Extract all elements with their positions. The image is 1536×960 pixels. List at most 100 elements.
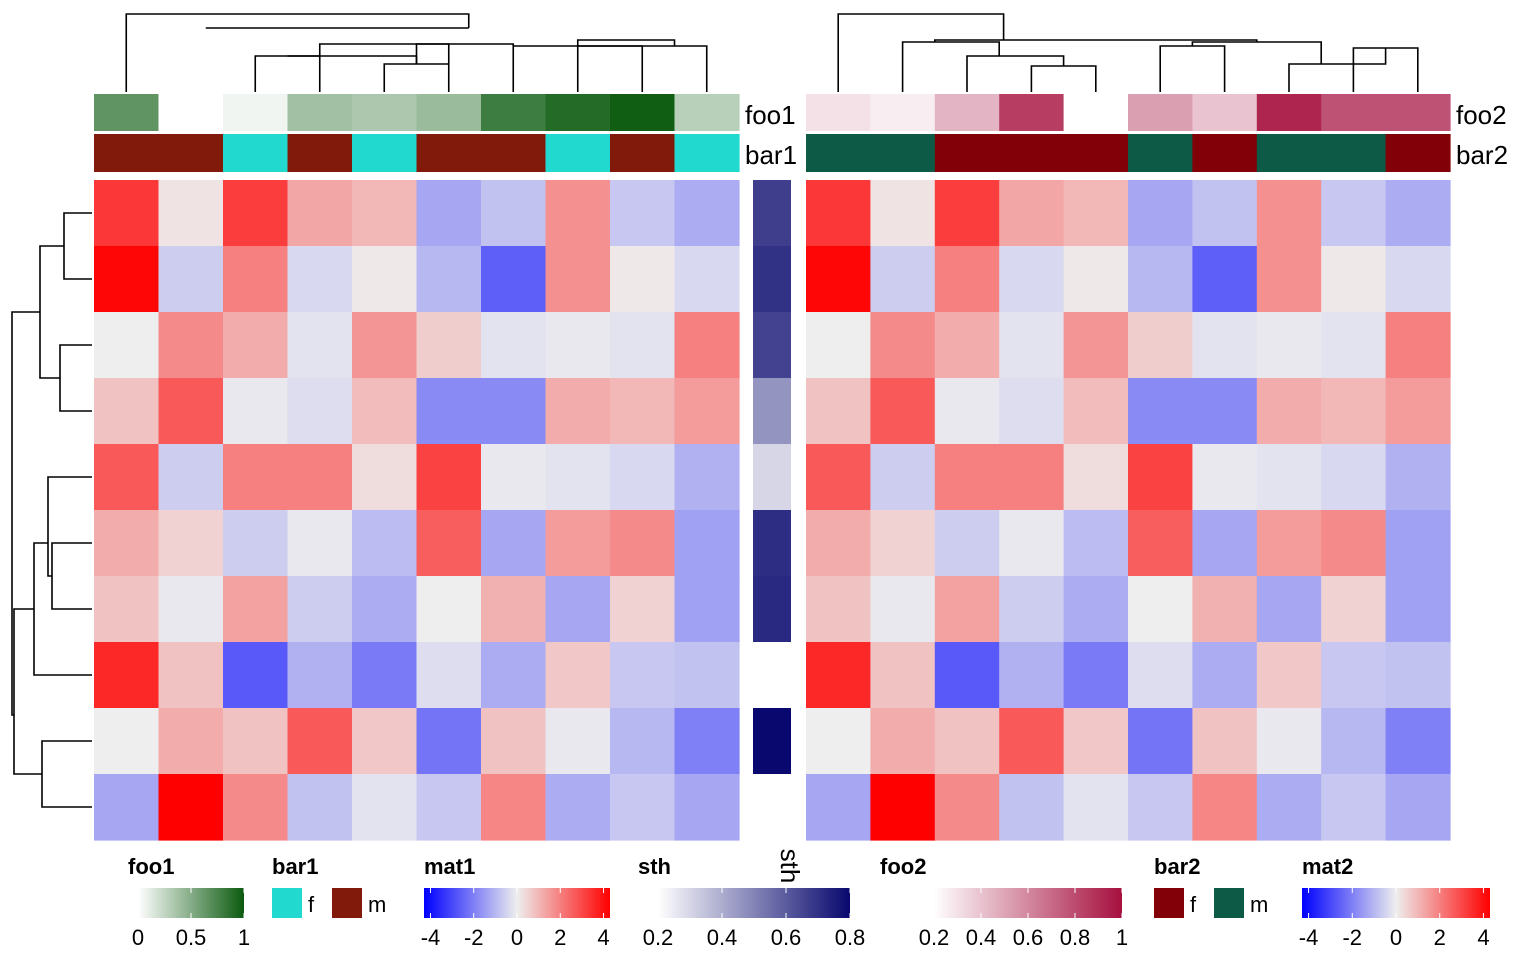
mat2-cell <box>1192 708 1258 775</box>
mat2-cell <box>1385 510 1451 577</box>
mat1-cell <box>287 510 353 577</box>
dendrogram-branch <box>13 608 42 775</box>
mat1-cell <box>416 708 482 775</box>
mat2-cell <box>999 642 1065 709</box>
row-dendrogram <box>11 212 92 808</box>
mat2-bar-cell <box>999 134 1065 172</box>
sth-cell <box>753 246 791 313</box>
mat2-cell <box>1321 708 1387 775</box>
mat1-cell <box>352 444 418 511</box>
mat1-cell <box>287 180 353 247</box>
column-annotations-mat1 <box>94 94 740 172</box>
mat1-cell <box>223 312 289 379</box>
mat2-cell <box>806 444 871 511</box>
legend-mat2: mat2 -4 -2 0 2 4 <box>1299 854 1490 950</box>
legend-colorbar <box>658 888 850 918</box>
mat2-cell <box>1385 378 1451 445</box>
mat2-cell <box>1063 312 1129 379</box>
dendrogram-branch <box>51 542 92 610</box>
mat2-cell <box>1063 642 1129 709</box>
dendrogram-branch <box>837 13 1005 92</box>
mat2-cell <box>999 312 1065 379</box>
mat1-cell <box>674 180 740 247</box>
mat2-cell <box>806 378 871 445</box>
mat2-cell <box>1321 180 1387 247</box>
mat2-cell <box>999 246 1065 313</box>
mat1-cell <box>610 246 676 313</box>
mat1-cell <box>94 180 160 247</box>
mat1-cell <box>287 642 353 709</box>
mat2-cell <box>1128 510 1193 577</box>
legends: foo1 0 0.5 1 bar1 f m mat1 -4 -2 0 2 4 sth 0.2 0.4 0.6 0.… <box>128 854 1490 950</box>
dendrogram-branch <box>1288 48 1387 92</box>
sth-cell <box>753 312 791 379</box>
mat2-cell <box>1063 510 1129 577</box>
sth-cell <box>753 444 791 511</box>
mat2-cell <box>1321 444 1387 511</box>
mat2-cell <box>1063 180 1129 247</box>
mat1-cell <box>416 246 482 313</box>
mat1-cell <box>287 576 353 643</box>
mat2-foo-cell <box>999 94 1065 131</box>
mat1-cell <box>416 774 482 841</box>
mat1-cell <box>610 510 676 577</box>
mat2-cell <box>1256 510 1322 577</box>
mat1-cell <box>545 246 611 313</box>
legend-tick-label: 0.6 <box>771 925 802 950</box>
mat2-cell <box>1321 378 1387 445</box>
mat2-cell <box>1192 576 1258 643</box>
legend-key-label: m <box>368 892 386 917</box>
heatmap-mat2 <box>806 180 1451 841</box>
mat2-cell <box>1256 576 1322 643</box>
mat1-cell <box>223 378 289 445</box>
dendrogram-branch <box>47 476 92 577</box>
dendrogram-branch <box>63 212 92 280</box>
mat2-cell <box>1256 312 1322 379</box>
column-annotations-mat2 <box>806 94 1451 172</box>
mat2-cell <box>1128 642 1193 709</box>
mat1-cell <box>610 180 676 247</box>
legend-tick-label: 0.4 <box>966 925 997 950</box>
mat2-foo-cell <box>1192 94 1258 131</box>
legend-title: mat2 <box>1302 854 1353 879</box>
mat2-cell <box>870 444 936 511</box>
mat1-cell <box>94 642 160 709</box>
legend-title: sth <box>638 854 671 879</box>
annotation-label-sth: sth <box>775 849 805 884</box>
column-dendrogram-mat1 <box>125 13 708 92</box>
mat1-cell <box>481 708 547 775</box>
mat2-cell <box>999 444 1065 511</box>
mat2-cell <box>870 774 936 841</box>
annotation-label-bar1: bar1 <box>745 140 797 170</box>
mat1-cell <box>481 180 547 247</box>
mat2-cell <box>806 576 871 643</box>
legend-tick-label: -2 <box>1342 925 1362 950</box>
dendrogram-branch <box>254 55 321 92</box>
mat1-cell <box>610 378 676 445</box>
mat2-bar-cell <box>1256 134 1322 172</box>
mat2-cell <box>870 312 936 379</box>
mat2-foo-cell <box>806 94 871 131</box>
dendrogram-branch <box>41 740 92 808</box>
mat1-cell <box>352 774 418 841</box>
legend-title: foo2 <box>880 854 926 879</box>
legend-bar1: bar1 f m <box>272 854 386 918</box>
legend-key-label: f <box>308 892 315 917</box>
mat1-cell <box>352 642 418 709</box>
mat1-cell <box>416 180 482 247</box>
sth-cell <box>753 642 791 709</box>
mat1-cell <box>352 180 418 247</box>
legend-tick-label: 4 <box>597 925 609 950</box>
mat1-cell <box>481 312 547 379</box>
mat1-foo-cell <box>610 94 676 131</box>
mat1-cell <box>481 378 547 445</box>
mat2-cell <box>1385 642 1451 709</box>
mat2-cell <box>1385 246 1451 313</box>
sth-cell <box>753 378 791 445</box>
mat2-cell <box>1385 312 1451 379</box>
mat2-cell <box>999 378 1065 445</box>
mat1-bar-cell <box>674 134 740 172</box>
mat2-cell <box>1321 246 1387 313</box>
mat1-cell <box>545 774 611 841</box>
dendrogram-branch <box>59 344 92 412</box>
